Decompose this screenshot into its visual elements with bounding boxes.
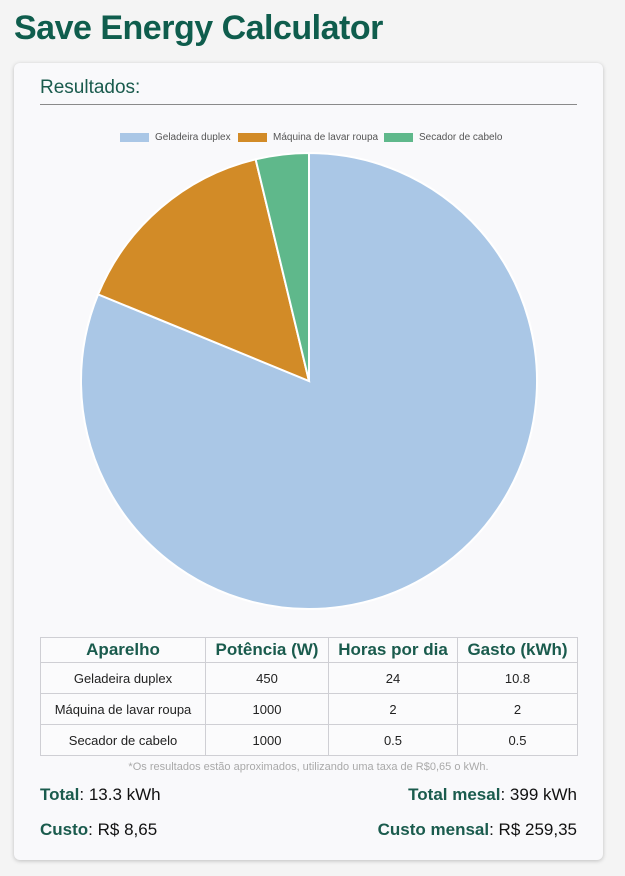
table-cell: 0.5 <box>328 724 458 756</box>
results-heading: Resultados: <box>40 77 141 98</box>
summary-monthly-cost: Custo mensal: R$ 259,35 <box>377 820 577 839</box>
column-header-gasto: Gasto (kWh) <box>457 637 578 663</box>
summary-total: Total: 13.3 kWh <box>40 785 161 804</box>
table-cell: Secador de cabelo <box>40 724 206 756</box>
disclaimer-note: *Os resultados estão aproximados, utiliz… <box>128 761 489 773</box>
summary-total-value: 13.3 kWh <box>88 785 161 804</box>
summary-cost: Custo: R$ 8,65 <box>40 820 158 839</box>
legend-label: Geladeira duplex <box>155 132 231 143</box>
table-row: Geladeira duplex 450 24 10.8 <box>40 662 578 694</box>
summary-total-label: Total <box>40 785 80 804</box>
table-cell: 0.5 <box>457 724 578 756</box>
table-row: Secador de cabelo 1000 0.5 0.5 <box>40 724 578 756</box>
summary-cost-value: R$ 8,65 <box>97 820 158 839</box>
legend-label: Secador de cabelo <box>419 132 503 143</box>
table-cell: 2 <box>457 693 578 725</box>
app-title: Save Energy Calculator <box>14 9 383 47</box>
legend-swatch <box>120 133 149 142</box>
heading-divider <box>40 104 577 105</box>
table-cell: 2 <box>328 693 458 725</box>
table-cell: 450 <box>205 662 329 694</box>
column-header-aparelho: Aparelho <box>40 637 206 663</box>
chart-legend: Geladeira duplex Máquina de lavar roupa … <box>14 132 603 144</box>
pie-slice-maquina[interactable] <box>96 158 311 383</box>
summary-monthly-total-label: Total mesal <box>408 785 501 804</box>
table-cell: 24 <box>328 662 458 694</box>
pie-slice-geladeira[interactable] <box>80 151 538 610</box>
table-cell: 1000 <box>205 693 329 725</box>
summary-monthly-cost-label: Custo mensal <box>377 820 490 839</box>
summary-monthly-cost-value: R$ 259,35 <box>498 820 577 839</box>
table-cell: 1000 <box>205 724 329 756</box>
results-card: Resultados: Geladeira duplex Máquina de … <box>14 63 603 860</box>
pie-chart <box>80 151 538 610</box>
summary-cost-label: Custo <box>40 820 89 839</box>
legend-swatch <box>238 133 267 142</box>
table-cell: Geladeira duplex <box>40 662 206 694</box>
column-header-potencia: Potência (W) <box>205 637 329 663</box>
pie-slice-secador[interactable] <box>254 151 310 382</box>
legend-swatch <box>384 133 413 142</box>
table-cell: Máquina de lavar roupa <box>40 693 206 725</box>
table-row: Máquina de lavar roupa 1000 2 2 <box>40 693 578 725</box>
summary-monthly-total: Total mesal: 399 kWh <box>408 785 577 804</box>
column-header-horas: Horas por dia <box>328 637 458 663</box>
appliance-table: Aparelho Potência (W) Horas por dia Gast… <box>40 637 578 756</box>
table-cell: 10.8 <box>457 662 578 694</box>
table-header-row: Aparelho Potência (W) Horas por dia Gast… <box>40 637 578 663</box>
legend-label: Máquina de lavar roupa <box>273 132 379 143</box>
summary-monthly-total-value: 399 kWh <box>509 785 577 804</box>
